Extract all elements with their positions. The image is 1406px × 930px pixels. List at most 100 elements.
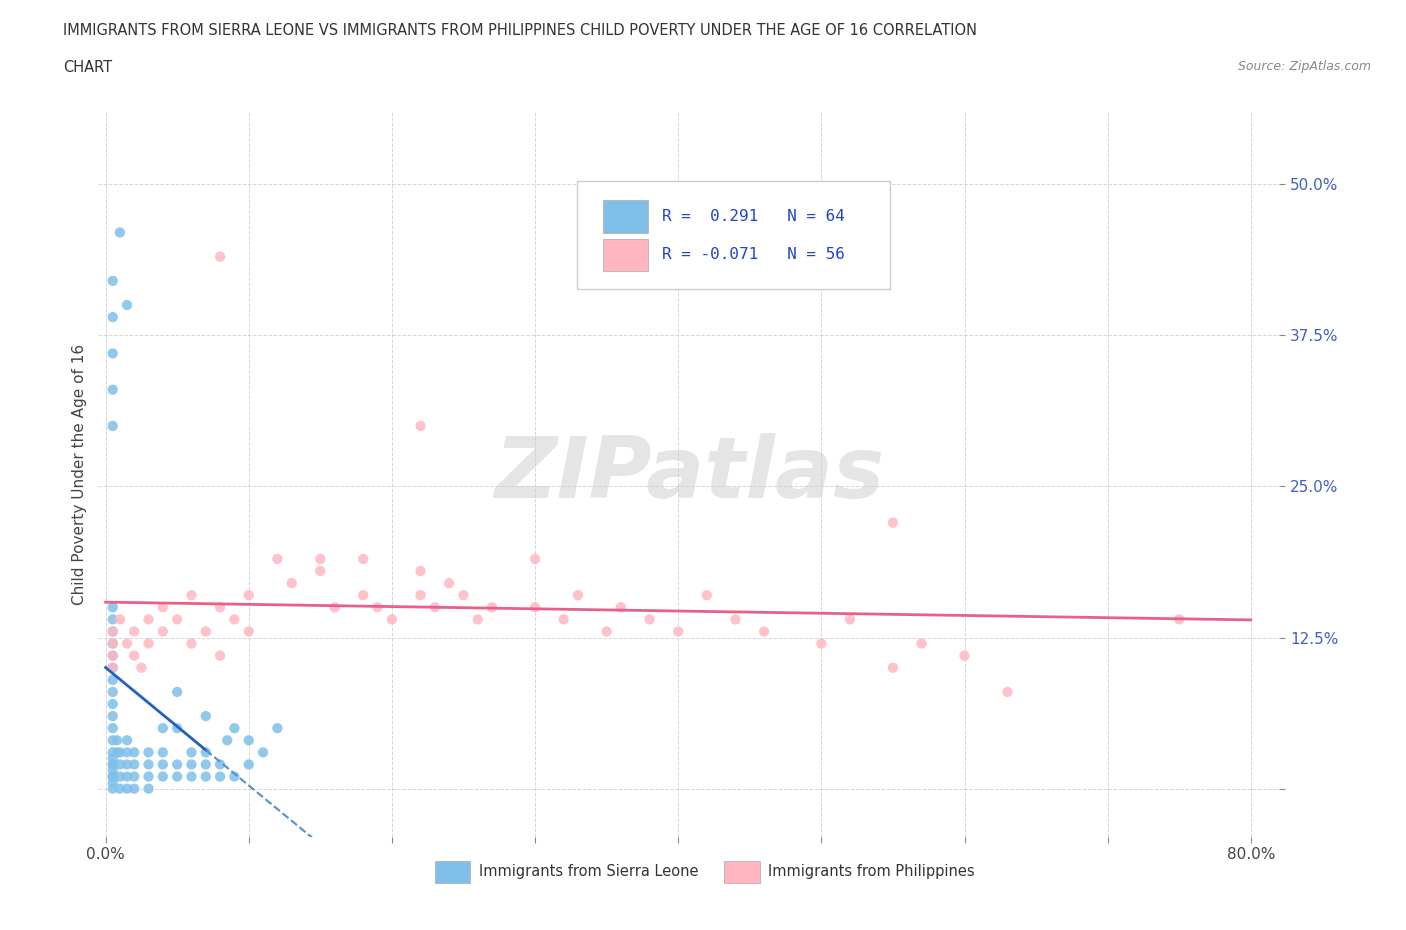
- Point: [409, 588, 432, 603]
- Point: [101, 745, 124, 760]
- Point: [553, 612, 575, 627]
- Point: [180, 745, 202, 760]
- Point: [381, 612, 404, 627]
- Point: [138, 745, 160, 760]
- Point: [101, 310, 124, 325]
- Point: [101, 697, 124, 711]
- Point: [453, 588, 475, 603]
- Point: [108, 769, 131, 784]
- Point: [152, 757, 174, 772]
- Point: [953, 648, 976, 663]
- Point: [138, 781, 160, 796]
- Point: [209, 757, 232, 772]
- Y-axis label: Child Poverty Under the Age of 16: Child Poverty Under the Age of 16: [72, 344, 87, 604]
- Point: [138, 636, 160, 651]
- Point: [101, 660, 124, 675]
- Point: [101, 781, 124, 796]
- Point: [567, 588, 589, 603]
- Point: [595, 624, 617, 639]
- Point: [152, 600, 174, 615]
- Point: [115, 781, 138, 796]
- Point: [131, 660, 153, 675]
- Point: [101, 382, 124, 397]
- Point: [101, 648, 124, 663]
- Point: [101, 733, 124, 748]
- Point: [138, 612, 160, 627]
- Point: [194, 709, 217, 724]
- Point: [423, 600, 446, 615]
- Point: [101, 769, 124, 784]
- Text: Immigrants from Sierra Leone: Immigrants from Sierra Leone: [478, 864, 699, 880]
- Point: [138, 769, 160, 784]
- Point: [224, 721, 246, 736]
- Point: [180, 757, 202, 772]
- Text: Immigrants from Philippines: Immigrants from Philippines: [768, 864, 974, 880]
- Point: [666, 624, 689, 639]
- Point: [323, 600, 346, 615]
- Point: [115, 745, 138, 760]
- Text: IMMIGRANTS FROM SIERRA LEONE VS IMMIGRANTS FROM PHILIPPINES CHILD POVERTY UNDER : IMMIGRANTS FROM SIERRA LEONE VS IMMIGRAN…: [63, 23, 977, 38]
- Point: [180, 636, 202, 651]
- Point: [101, 721, 124, 736]
- Point: [910, 636, 932, 651]
- Point: [524, 551, 547, 566]
- Point: [101, 612, 124, 627]
- Point: [101, 776, 124, 790]
- Point: [481, 600, 503, 615]
- Point: [610, 600, 633, 615]
- Text: Source: ZipAtlas.com: Source: ZipAtlas.com: [1237, 60, 1371, 73]
- Point: [217, 733, 239, 748]
- Point: [309, 551, 332, 566]
- Point: [752, 624, 775, 639]
- Point: [108, 781, 131, 796]
- Point: [122, 648, 145, 663]
- Point: [152, 745, 174, 760]
- Point: [437, 576, 460, 591]
- Point: [839, 612, 862, 627]
- Point: [115, 298, 138, 312]
- Point: [810, 636, 832, 651]
- Point: [115, 733, 138, 748]
- FancyBboxPatch shape: [603, 238, 648, 272]
- FancyBboxPatch shape: [434, 861, 471, 883]
- Point: [238, 588, 260, 603]
- Point: [101, 346, 124, 361]
- Point: [252, 745, 274, 760]
- Point: [101, 636, 124, 651]
- Point: [367, 600, 389, 615]
- Point: [152, 624, 174, 639]
- FancyBboxPatch shape: [724, 861, 759, 883]
- Point: [101, 757, 124, 772]
- FancyBboxPatch shape: [603, 200, 648, 232]
- Point: [101, 769, 124, 784]
- Point: [108, 225, 131, 240]
- Point: [352, 588, 374, 603]
- Point: [997, 684, 1019, 699]
- Point: [105, 745, 128, 760]
- Point: [209, 769, 232, 784]
- Point: [209, 648, 232, 663]
- Point: [101, 648, 124, 663]
- Point: [266, 721, 288, 736]
- Point: [105, 733, 128, 748]
- Point: [101, 757, 124, 772]
- Point: [409, 418, 432, 433]
- Point: [115, 757, 138, 772]
- Point: [194, 745, 217, 760]
- Point: [180, 769, 202, 784]
- Point: [166, 769, 188, 784]
- Point: [194, 757, 217, 772]
- Text: CHART: CHART: [63, 60, 112, 75]
- Point: [166, 721, 188, 736]
- Point: [122, 624, 145, 639]
- Point: [101, 600, 124, 615]
- Point: [882, 515, 904, 530]
- Point: [238, 757, 260, 772]
- Point: [101, 660, 124, 675]
- Point: [724, 612, 747, 627]
- Point: [166, 757, 188, 772]
- Point: [152, 769, 174, 784]
- Point: [108, 757, 131, 772]
- Point: [266, 551, 288, 566]
- FancyBboxPatch shape: [576, 180, 890, 289]
